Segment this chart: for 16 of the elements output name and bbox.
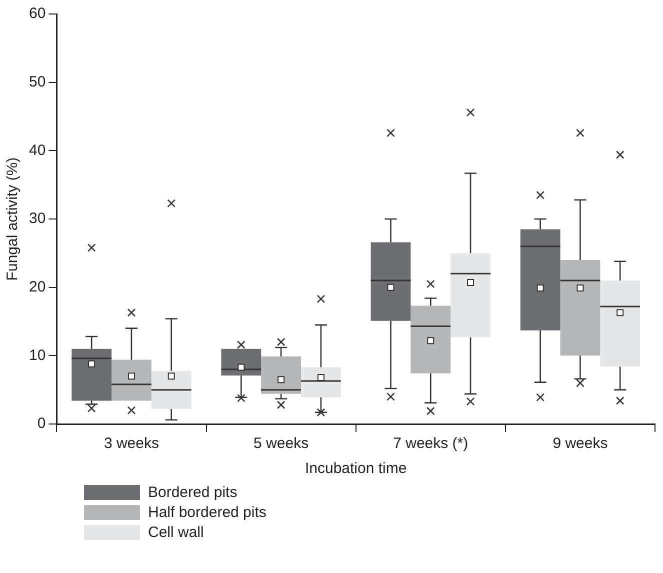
y-tick-label: 60 (28, 5, 46, 22)
y-tick-label: 30 (28, 210, 46, 228)
y-tick-label: 20 (28, 278, 46, 296)
y-tick-label: 40 (28, 142, 46, 159)
y-tick-label: 50 (28, 73, 46, 90)
x-tick-label: 7 weeks (*) (393, 435, 468, 452)
y-axis-title: Fungal activity (%) (4, 157, 22, 281)
legend-label: Bordered pits (148, 484, 238, 500)
y-tick-label: 0 (37, 415, 46, 432)
x-axis-title: Incubation time (304, 460, 407, 478)
x-tick-label: 9 weeks (552, 435, 608, 452)
legend-label: Cell wall (148, 524, 204, 540)
x-tick-label: 3 weeks (104, 435, 159, 452)
x-tick-label: 5 weeks (254, 435, 309, 452)
legend-label: Half bordered pits (148, 504, 266, 520)
y-tick-label: 10 (28, 346, 46, 364)
